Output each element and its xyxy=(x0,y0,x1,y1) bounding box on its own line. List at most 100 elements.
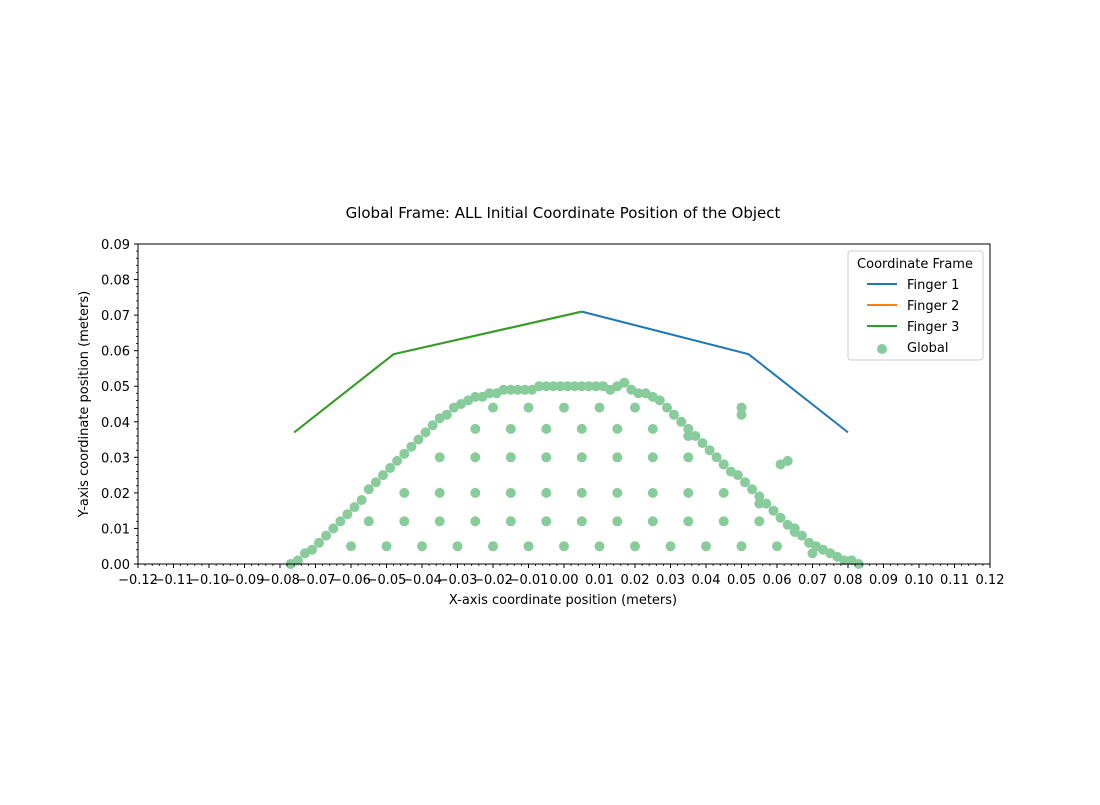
scatter-point xyxy=(619,377,630,388)
x-tick-label: −0.10 xyxy=(189,573,229,588)
scatter-point xyxy=(505,423,516,434)
scatter-point xyxy=(839,555,850,566)
scatter-point xyxy=(484,388,495,399)
scatter-point xyxy=(736,409,747,420)
scatter-point xyxy=(740,477,750,488)
scatter-point xyxy=(434,487,445,498)
scatter-point xyxy=(541,452,552,463)
scatter-point xyxy=(417,541,427,552)
y-axis: 0.00 0.01 0.02 0.03 0.04 0.05 0.06 0.07 0.08 0.09 xyxy=(101,238,138,573)
y-axis-label: Y-axis coordinate position (meters) xyxy=(77,291,92,518)
scatter-point xyxy=(452,541,463,552)
x-tick-label: 0.04 xyxy=(692,573,721,588)
x-tick-label: −0.04 xyxy=(402,573,442,588)
y-tick-label: 0.02 xyxy=(101,487,130,502)
scatter-point xyxy=(555,381,566,392)
x-axis: −0.12−0.11−0.10−0.09−0.08−0.07−0.06−0.05… xyxy=(118,564,1004,588)
scatter-point xyxy=(683,452,694,463)
scatter-point xyxy=(427,420,438,431)
x-tick-label: 0.02 xyxy=(621,573,650,588)
scatter-point xyxy=(591,381,601,392)
legend-items: Finger 1 Finger 2 Finger 3 Global xyxy=(867,278,959,356)
x-tick-label: 0.10 xyxy=(905,573,934,588)
x-tick-label: 0.09 xyxy=(869,573,898,588)
x-tick-label: −0.06 xyxy=(331,573,371,588)
y-tick-label: 0.08 xyxy=(101,274,130,289)
scatter-point xyxy=(630,402,640,413)
x-tick-label: −0.09 xyxy=(225,573,265,588)
scatter-point xyxy=(363,516,374,527)
y-tick-label: 0.01 xyxy=(101,522,130,537)
scatter-point xyxy=(541,487,552,498)
scatter-point xyxy=(335,516,346,527)
scatter-point xyxy=(647,452,658,463)
scatter-point xyxy=(378,470,388,481)
scatter-point xyxy=(704,445,715,456)
scatter-point xyxy=(683,487,694,498)
scatter-point xyxy=(683,431,694,441)
scatter-point xyxy=(488,541,498,552)
y-tick-label: 0.05 xyxy=(101,380,130,395)
scatter-point xyxy=(662,402,672,413)
y-tick-label: 0.09 xyxy=(101,238,130,253)
scatter-point xyxy=(559,402,569,413)
x-tick-label: 0.06 xyxy=(763,573,792,588)
legend-label: Finger 3 xyxy=(907,320,959,335)
scatter-point xyxy=(434,516,445,527)
scatter-point xyxy=(292,555,303,566)
scatter-point xyxy=(307,544,317,555)
scatter-point xyxy=(754,516,765,527)
scatter-point xyxy=(768,505,779,516)
scatter-point xyxy=(523,402,534,413)
x-tick-label: 0.12 xyxy=(976,573,1005,588)
scatter-point xyxy=(775,512,786,523)
legend-label: Finger 2 xyxy=(907,299,959,314)
scatter-point xyxy=(796,530,807,541)
scatter-point xyxy=(498,384,509,395)
scatter-point xyxy=(736,402,747,413)
x-tick-label: −0.03 xyxy=(438,573,478,588)
scatter-point xyxy=(647,423,658,434)
legend-marker-swatch xyxy=(877,344,887,354)
legend-label: Global xyxy=(907,341,948,356)
scatter-point xyxy=(370,477,381,488)
legend-box xyxy=(847,250,984,361)
scatter-point xyxy=(470,487,481,498)
scatter-point xyxy=(434,452,445,463)
scatter-point xyxy=(612,423,623,434)
scatter-point xyxy=(647,516,658,527)
scatter-point xyxy=(413,434,424,445)
x-tick-label: −0.08 xyxy=(260,573,300,588)
scatter-point xyxy=(505,516,516,527)
x-tick-label: 0.08 xyxy=(834,573,863,588)
y-tick-label: 0.04 xyxy=(101,416,130,431)
scatter-point xyxy=(718,516,729,527)
scatter-point xyxy=(470,423,481,434)
scatter-point xyxy=(342,509,353,520)
scatter-point xyxy=(576,452,587,463)
scatter-point xyxy=(612,452,623,463)
x-tick-label: −0.01 xyxy=(509,573,549,588)
x-tick-label: 0.07 xyxy=(798,573,827,588)
scatter-point xyxy=(782,455,793,466)
x-tick-label: 0.03 xyxy=(656,573,685,588)
scatter-point xyxy=(697,438,708,449)
scatter-point xyxy=(807,548,818,559)
scatter-point xyxy=(633,388,644,399)
scatter-point xyxy=(399,448,410,459)
scatter-point xyxy=(385,463,396,473)
scatter-point xyxy=(647,487,658,498)
scatter-point xyxy=(576,423,587,434)
x-axis-label: X-axis coordinate position (meters) xyxy=(449,593,677,608)
scatter-point xyxy=(392,455,403,466)
y-tick-label: 0.06 xyxy=(101,345,130,360)
scatter-point xyxy=(420,427,431,438)
scatter-point xyxy=(328,523,339,534)
legend-label: Finger 1 xyxy=(907,278,959,293)
scatter-point xyxy=(669,409,679,420)
scatter-point xyxy=(356,495,367,505)
scatter-point xyxy=(488,402,498,413)
